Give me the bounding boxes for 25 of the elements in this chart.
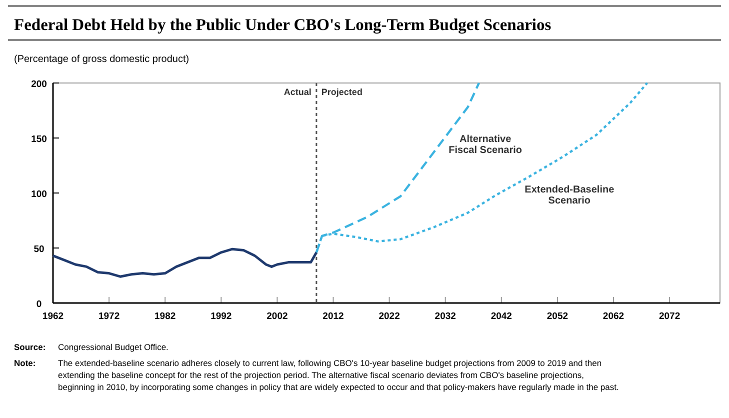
x-tick-label: 2062 <box>602 311 624 322</box>
chart-subtitle: (Percentage of gross domestic product) <box>14 54 190 65</box>
annotation: Projected <box>321 87 362 97</box>
text: Note: The extended-baseline scenario adheres closely to current law, following CBO's 10-year baseline budget projections from 2009 to 2019 and then extending the baseline concept for the rest of the projection period. The alternative fiscal scenario deviates from CBO's baseline projections, beginning in 2010, by incorporating some changes in policy that are widely expected to occur and that policy-makers have regularly made in the past. <box>14 358 619 392</box>
series-label: Extended-Baseline Scenario <box>524 184 615 206</box>
y-tick-label: 150 <box>31 134 47 145</box>
x-tick-label: 2022 <box>378 311 400 322</box>
series-label: Alternative Fiscal Scenario <box>448 134 522 156</box>
x-tick-label: 2052 <box>546 311 568 322</box>
x-tick-label: 2042 <box>490 311 512 322</box>
text: Source: Congressional Budget Office. <box>14 342 168 352</box>
x-tick-label: 1962 <box>42 311 64 322</box>
annotation: Actual <box>284 87 312 97</box>
x-tick-label: 1982 <box>154 311 176 322</box>
x-tick-label: 1992 <box>210 311 232 322</box>
y-tick-label: 200 <box>31 79 47 90</box>
x-tick-label: 2032 <box>434 311 456 322</box>
chart-title: Federal Debt Held by the Public Under CBO's Long-Term Budget Scenarios <box>14 15 552 34</box>
y-tick-label: 50 <box>34 244 44 255</box>
y-tick-label: 0 <box>36 299 42 310</box>
x-tick-label: 2002 <box>266 311 288 322</box>
x-tick-label: 1972 <box>98 311 120 322</box>
x-tick-label: 2012 <box>322 311 344 322</box>
x-tick-label: 2072 <box>658 311 680 322</box>
y-tick-label: 100 <box>31 189 47 200</box>
